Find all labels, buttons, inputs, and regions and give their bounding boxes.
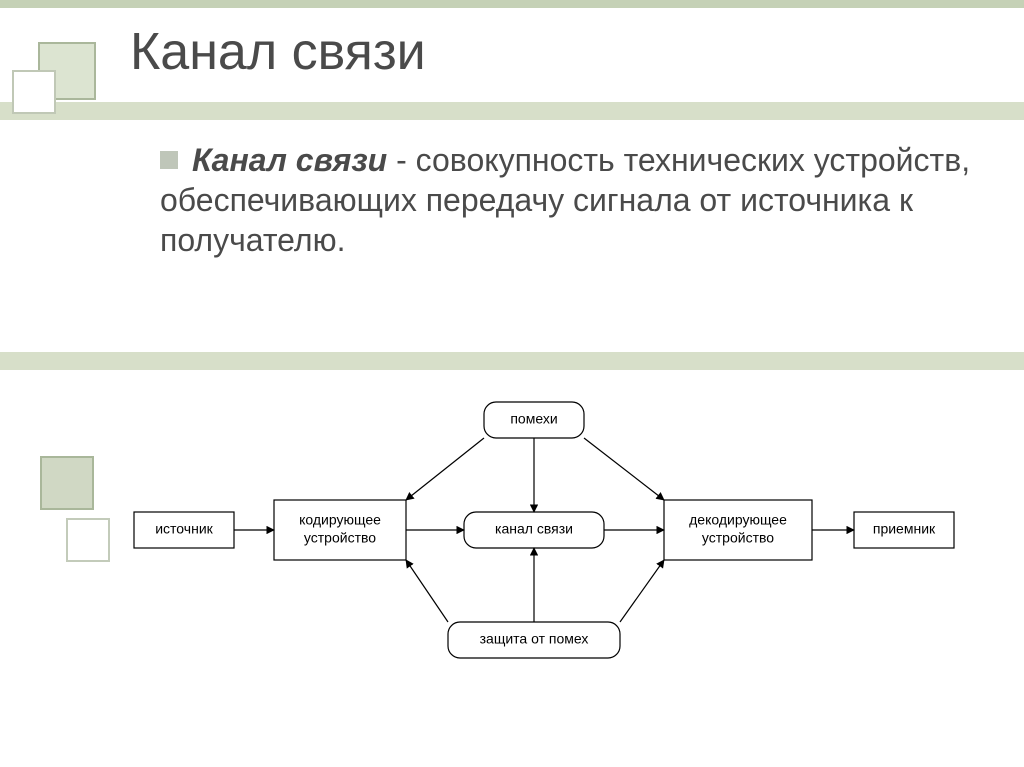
slide-title: Канал связи: [130, 22, 426, 82]
arrow: [584, 438, 664, 500]
side-square: [12, 70, 56, 114]
node-label: защита от помех: [480, 631, 589, 647]
arrow: [620, 560, 664, 622]
node-label: устройство: [304, 530, 376, 546]
node-label: кодирующее: [299, 512, 381, 528]
body-connector: -: [387, 142, 415, 178]
node-label: источник: [155, 521, 213, 537]
slide-body: Канал связи - совокупность технических у…: [160, 140, 980, 260]
slide: Канал связи Канал связи - совокупность т…: [0, 0, 1024, 767]
diagram-svg: источник кодирующее устройство канал связи д…: [124, 372, 984, 682]
bullet-icon: [160, 151, 178, 169]
diagram: источник кодирующее устройство канал связи д…: [124, 372, 984, 682]
side-square: [66, 518, 110, 562]
arrow: [406, 560, 448, 622]
node-label: декодирующее: [689, 512, 787, 528]
node-label: канал связи: [495, 521, 573, 537]
top-accent: [0, 0, 1024, 8]
side-decoration: [0, 0, 120, 767]
header-band-1: [0, 102, 1024, 120]
node-label: устройство: [702, 530, 774, 546]
node-label: приемник: [873, 521, 936, 537]
node-label: помехи: [510, 411, 557, 427]
side-square: [40, 456, 94, 510]
body-term: Канал связи: [192, 142, 387, 178]
header-band-2: [0, 352, 1024, 370]
arrow: [406, 438, 484, 500]
